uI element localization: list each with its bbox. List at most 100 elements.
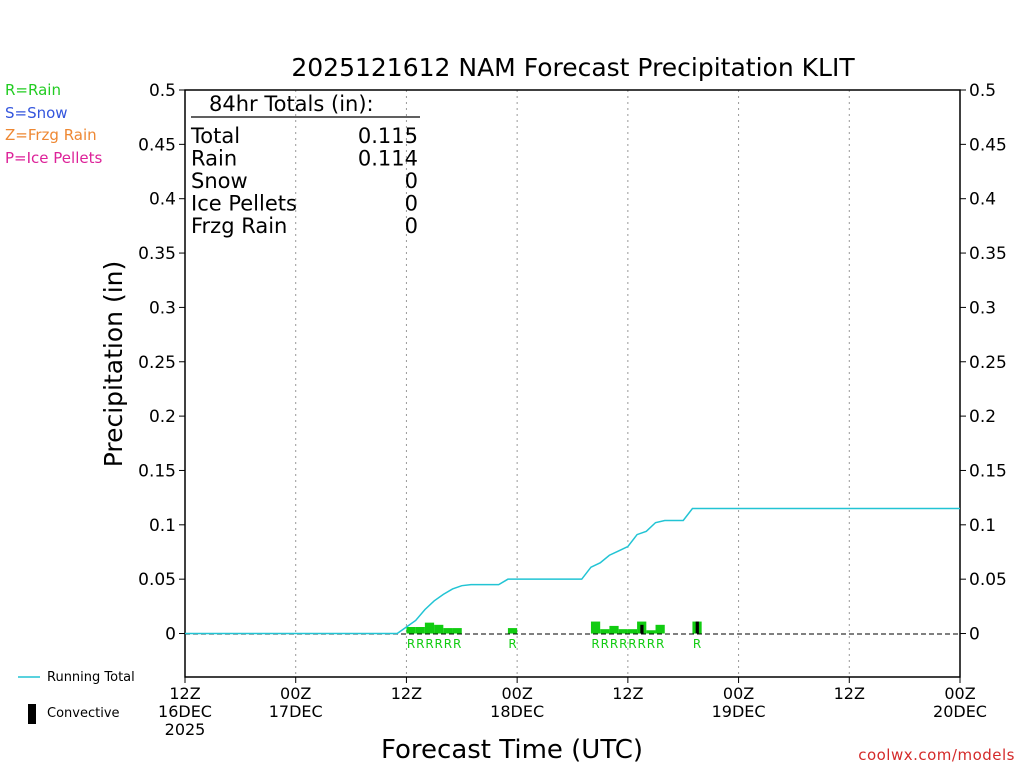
precip-bar (415, 626, 425, 634)
precip-type-label: R (647, 637, 655, 651)
precip-type-label: R (444, 637, 452, 651)
convective-bar (695, 621, 699, 634)
y-tick-label-right: 0.05 (969, 570, 1007, 590)
running-total-line (185, 507, 960, 635)
totals-row-value: 0 (405, 169, 418, 193)
totals-rows: Total 0.115 Rain 0.114 Snow 0 Ice Pellets 0 Frzg… (190, 124, 418, 238)
precip-bar (443, 628, 453, 634)
y-tick-label-right: 0.25 (969, 353, 1007, 373)
precip-type-label: R (601, 637, 609, 651)
x-tick-label: 00Z (944, 684, 975, 703)
precip-bar (406, 626, 416, 634)
x-tick-label: 17DEC (269, 702, 323, 721)
convective-bars (640, 621, 699, 634)
totals-row-label: Ice Pellets (191, 192, 297, 216)
precip-type-label: R (416, 637, 424, 651)
convective-key-swatch (28, 704, 36, 724)
x-tick-label: 12Z (612, 684, 643, 703)
precip-type-label: R (591, 637, 599, 651)
precip-bar (618, 629, 628, 634)
y-tick-label-right: 0.4 (969, 190, 996, 210)
y-tick-label-right: 0.2 (969, 407, 996, 427)
precip-type-label: R (453, 637, 461, 651)
totals-row-label: Frzg Rain (191, 214, 287, 238)
precip-bar (424, 622, 435, 634)
precip-type-label: R (435, 637, 443, 651)
x-tick-label: 00Z (723, 684, 754, 703)
x-tick-label: 12Z (169, 684, 200, 703)
totals-row-value: 0.115 (358, 124, 418, 148)
precip-type-label: R (693, 637, 701, 651)
precip-bar (655, 624, 665, 634)
precip-bar (646, 630, 656, 634)
y-tick-label-right: 0.5 (969, 81, 996, 101)
convective-bar (640, 624, 644, 634)
plot-frame (184, 89, 961, 678)
running-total-key-label: Running Total (47, 670, 135, 685)
precip-bar (590, 621, 601, 634)
y-axis-left: 0 0.05 0.1 0.15 0.2 0.25 0.3 0.35 0.4 0.45 0.5 (138, 81, 185, 645)
x-tick-label: 12Z (834, 684, 865, 703)
x-tick-label: 16DEC (158, 702, 212, 721)
x-tick-label: 00Z (280, 684, 311, 703)
grid-lines (295, 90, 850, 677)
x-tick-label: 2025 (165, 720, 206, 739)
convective-key-label: Convective (47, 706, 120, 721)
credit-link[interactable]: coolwx.com/models (858, 746, 1015, 764)
y-tick-label-left: 0.35 (138, 244, 176, 264)
precip-type-label: R (638, 637, 646, 651)
precip-type-legend-item: S=Snow (5, 103, 68, 122)
precip-bar (627, 629, 638, 634)
precip-type-label: R (610, 637, 618, 651)
precip-type-label: R (508, 637, 516, 651)
precip-type-legend-item: R=Rain (5, 81, 61, 99)
x-tick-label: 18DEC (490, 702, 544, 721)
precip-type-label: R (407, 637, 415, 651)
precip-bars (406, 621, 702, 634)
y-tick-label-left: 0.4 (149, 190, 176, 210)
x-tick-label: 19DEC (712, 702, 766, 721)
totals-row-value: 0 (405, 192, 418, 216)
y-axis-label: Precipitation (in) (99, 261, 128, 468)
y-tick-label-right: 0.3 (969, 298, 996, 318)
y-tick-label-left: 0.15 (138, 461, 176, 481)
totals-row-label: Snow (191, 169, 248, 193)
y-tick-label-left: 0.25 (138, 353, 176, 373)
precip-type-legend-item: Z=Frzg Rain (5, 126, 97, 144)
x-axis-label: Forecast Time (UTC) (381, 735, 643, 765)
precip-bar (434, 624, 444, 634)
precip-type-label: R (619, 637, 627, 651)
totals-row-label: Total (190, 124, 240, 148)
x-tick-label: 12Z (391, 684, 422, 703)
x-tick-label: 20DEC (933, 702, 987, 721)
y-tick-label-left: 0.2 (149, 407, 176, 427)
totals-row-value: 0.114 (358, 147, 418, 171)
precip-bar (452, 628, 462, 634)
y-axis-right: 0 0.05 0.1 0.15 0.2 0.25 0.3 0.35 0.4 0.45 0.5 (960, 81, 1007, 645)
precip-bar (507, 628, 518, 634)
y-tick-label-left: 0.1 (149, 516, 176, 536)
y-tick-label-left: 0.05 (138, 570, 176, 590)
totals-row-label: Rain (191, 147, 237, 171)
y-tick-label-right: 0 (969, 625, 980, 645)
totals-header: 84hr Totals (in): (209, 92, 374, 116)
precip-bar (609, 625, 619, 634)
y-tick-label-right: 0.45 (969, 135, 1007, 155)
precip-type-label: R (628, 637, 636, 651)
x-tick-label: 00Z (501, 684, 532, 703)
y-tick-label-left: 0.3 (149, 298, 176, 318)
y-tick-label-left: 0.5 (149, 81, 176, 101)
y-tick-label-left: 0.45 (138, 135, 176, 155)
totals-box: 84hr Totals (in): Total 0.115 Rain 0.114 Sno… (190, 92, 420, 238)
precip-type-legend-item: P=Ice Pellets (5, 148, 103, 167)
precip-type-label: R (425, 637, 433, 651)
y-tick-label-left: 0 (165, 625, 176, 645)
precip-type-label: R (656, 637, 664, 651)
chart-title: 2025121612 NAM Forecast Precipitation KL… (291, 53, 855, 82)
totals-row-value: 0 (405, 214, 418, 238)
y-tick-label-right: 0.1 (969, 516, 996, 536)
y-tick-label-right: 0.35 (969, 244, 1007, 264)
